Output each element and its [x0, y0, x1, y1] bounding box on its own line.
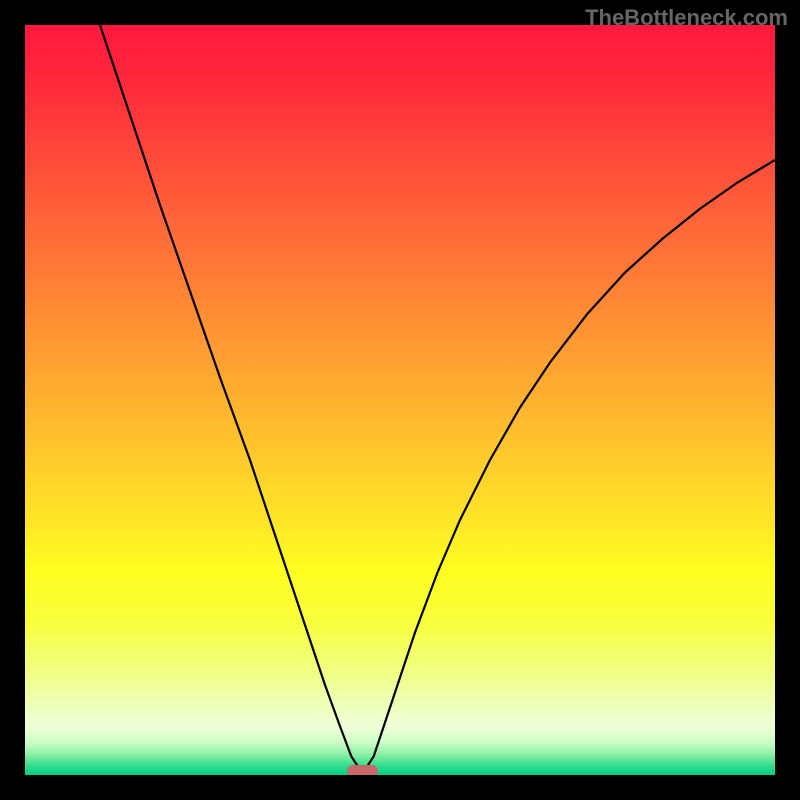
- plot-area: [25, 25, 775, 775]
- vertex-marker: [347, 765, 379, 776]
- bottleneck-curve: [25, 25, 775, 775]
- watermark-text: TheBottleneck.com: [585, 5, 788, 31]
